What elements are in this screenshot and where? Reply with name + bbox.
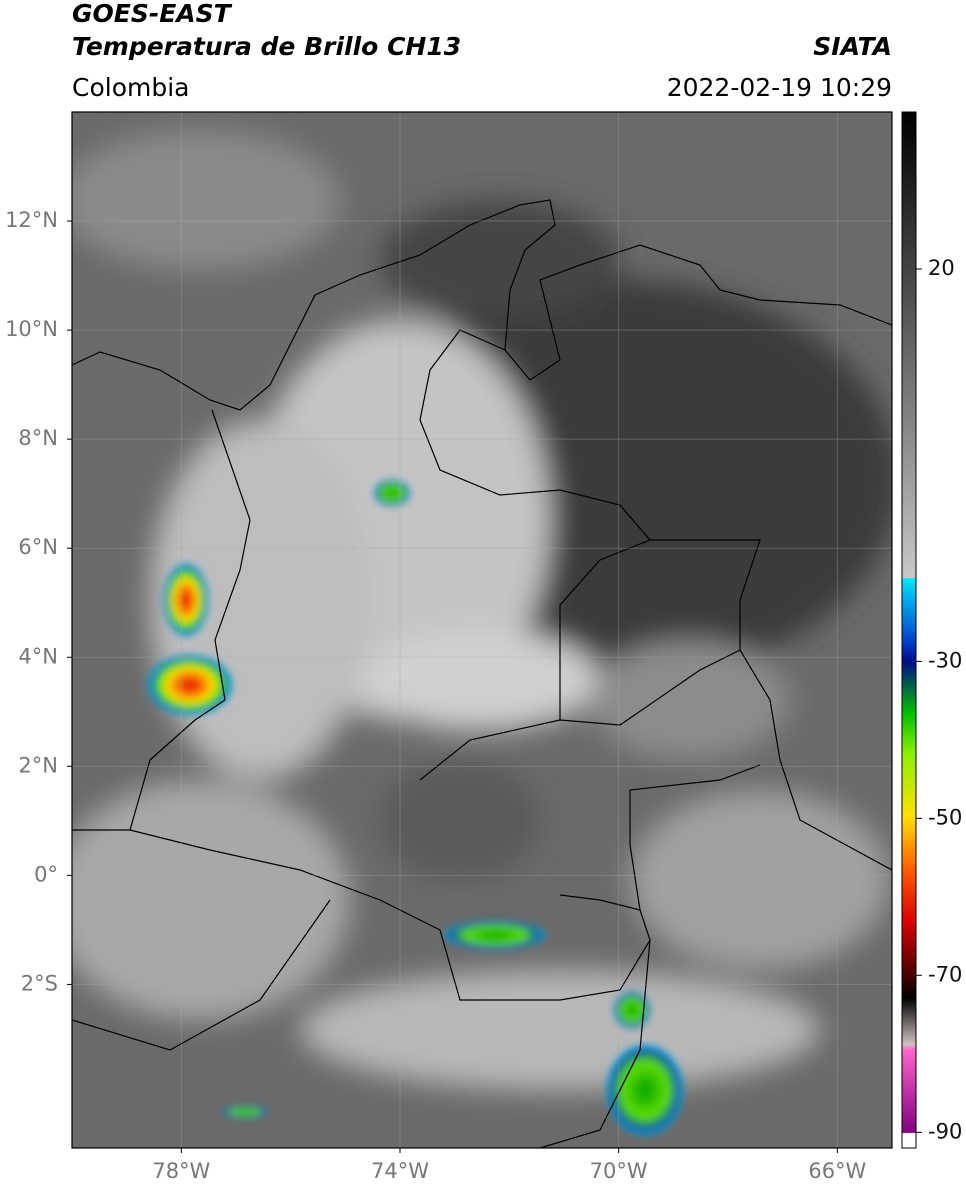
y-tick-label: 10°N: [5, 317, 58, 341]
satellite-image: [72, 112, 892, 1148]
colorbar-label: -30: [928, 648, 962, 672]
y-tick-label: 2°N: [18, 753, 58, 777]
map-frame: [71, 111, 893, 1149]
colorbar-label: -90: [928, 1119, 962, 1143]
datetime: 2022-02-19 10:29: [667, 73, 892, 102]
colorbar-label: 20: [928, 256, 955, 280]
x-tick-label: 70°W: [590, 1159, 648, 1183]
y-tick-label: 0°: [34, 862, 58, 886]
source: SIATA: [813, 32, 892, 61]
satellite: GOES-EAST: [72, 0, 233, 28]
product: Temperatura de Brillo CH13: [72, 32, 461, 61]
colorbar-label: -50: [928, 805, 962, 829]
colorbar-label: -70: [928, 962, 962, 986]
y-tick-label: 2°S: [21, 971, 58, 995]
x-tick-label: 78°W: [152, 1159, 210, 1183]
y-tick-label: 4°N: [18, 644, 58, 668]
y-tick-label: 12°N: [5, 208, 58, 232]
y-tick-label: 8°N: [18, 426, 58, 450]
x-tick-label: 74°W: [371, 1159, 429, 1183]
y-tick-label: 6°N: [18, 535, 58, 559]
region: Colombia: [72, 73, 189, 102]
x-tick-label: 66°W: [808, 1159, 866, 1183]
colorbar: [901, 111, 917, 1149]
